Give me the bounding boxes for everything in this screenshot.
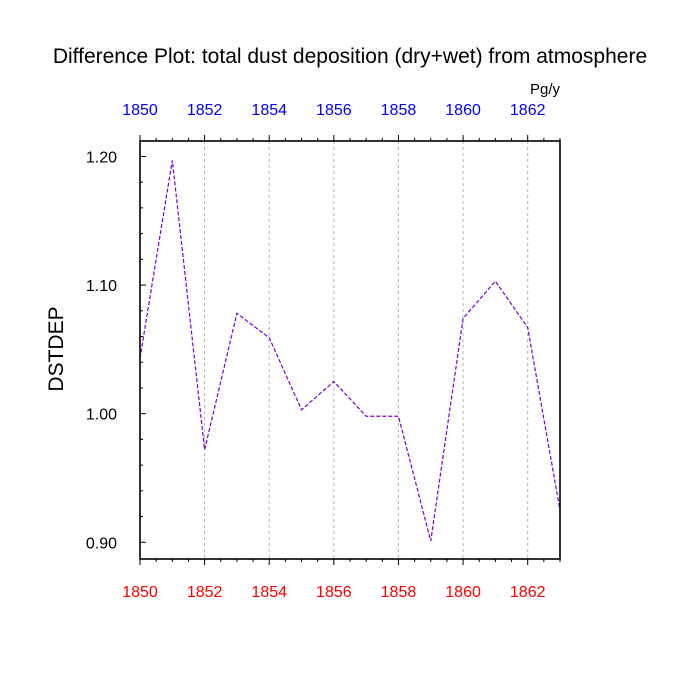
x-tick-label-top-1858: 1858: [381, 102, 417, 119]
x-tick-label-bottom-1862: 1862: [510, 584, 546, 601]
x-tick-label-bottom-1858: 1858: [381, 584, 417, 601]
x-tick-label-bottom-1850: 1850: [122, 584, 158, 601]
x-tick-label-top-1854: 1854: [251, 102, 287, 119]
y-tick-label-1.10: 1.10: [86, 278, 117, 295]
units-label: Pg/y: [530, 81, 561, 98]
x-tick-label-bottom-1854: 1854: [251, 584, 287, 601]
y-tick-label-1.20: 1.20: [86, 149, 117, 166]
x-tick-label-top-1862: 1862: [510, 102, 546, 119]
x-tick-label-top-1856: 1856: [316, 102, 352, 119]
grid-lines: [204, 141, 529, 559]
y-tick-label-1.00: 1.00: [86, 407, 117, 424]
x-tick-label-bottom-1856: 1856: [316, 584, 352, 601]
x-tick-label-top-1852: 1852: [187, 102, 223, 119]
tick-marks: [139, 135, 561, 565]
y-axis-label: DSTDEP: [45, 306, 68, 391]
series-line-0: [139, 160, 561, 542]
tick-labels: 1850 1850 1852 1852 1854 1854 1856 1856 1858 1858…: [86, 102, 546, 601]
x-tick-label-bottom-1860: 1860: [445, 584, 481, 601]
x-tick-label-top-1860: 1860: [445, 102, 481, 119]
chart-title: Difference Plot: total dust deposition (…: [53, 45, 647, 68]
plot-frame: [139, 140, 561, 560]
x-tick-label-top-1850: 1850: [122, 102, 158, 119]
x-tick-label-bottom-1852: 1852: [187, 584, 223, 601]
series-layer: [139, 160, 561, 542]
y-tick-label-0.90: 0.90: [86, 535, 117, 552]
